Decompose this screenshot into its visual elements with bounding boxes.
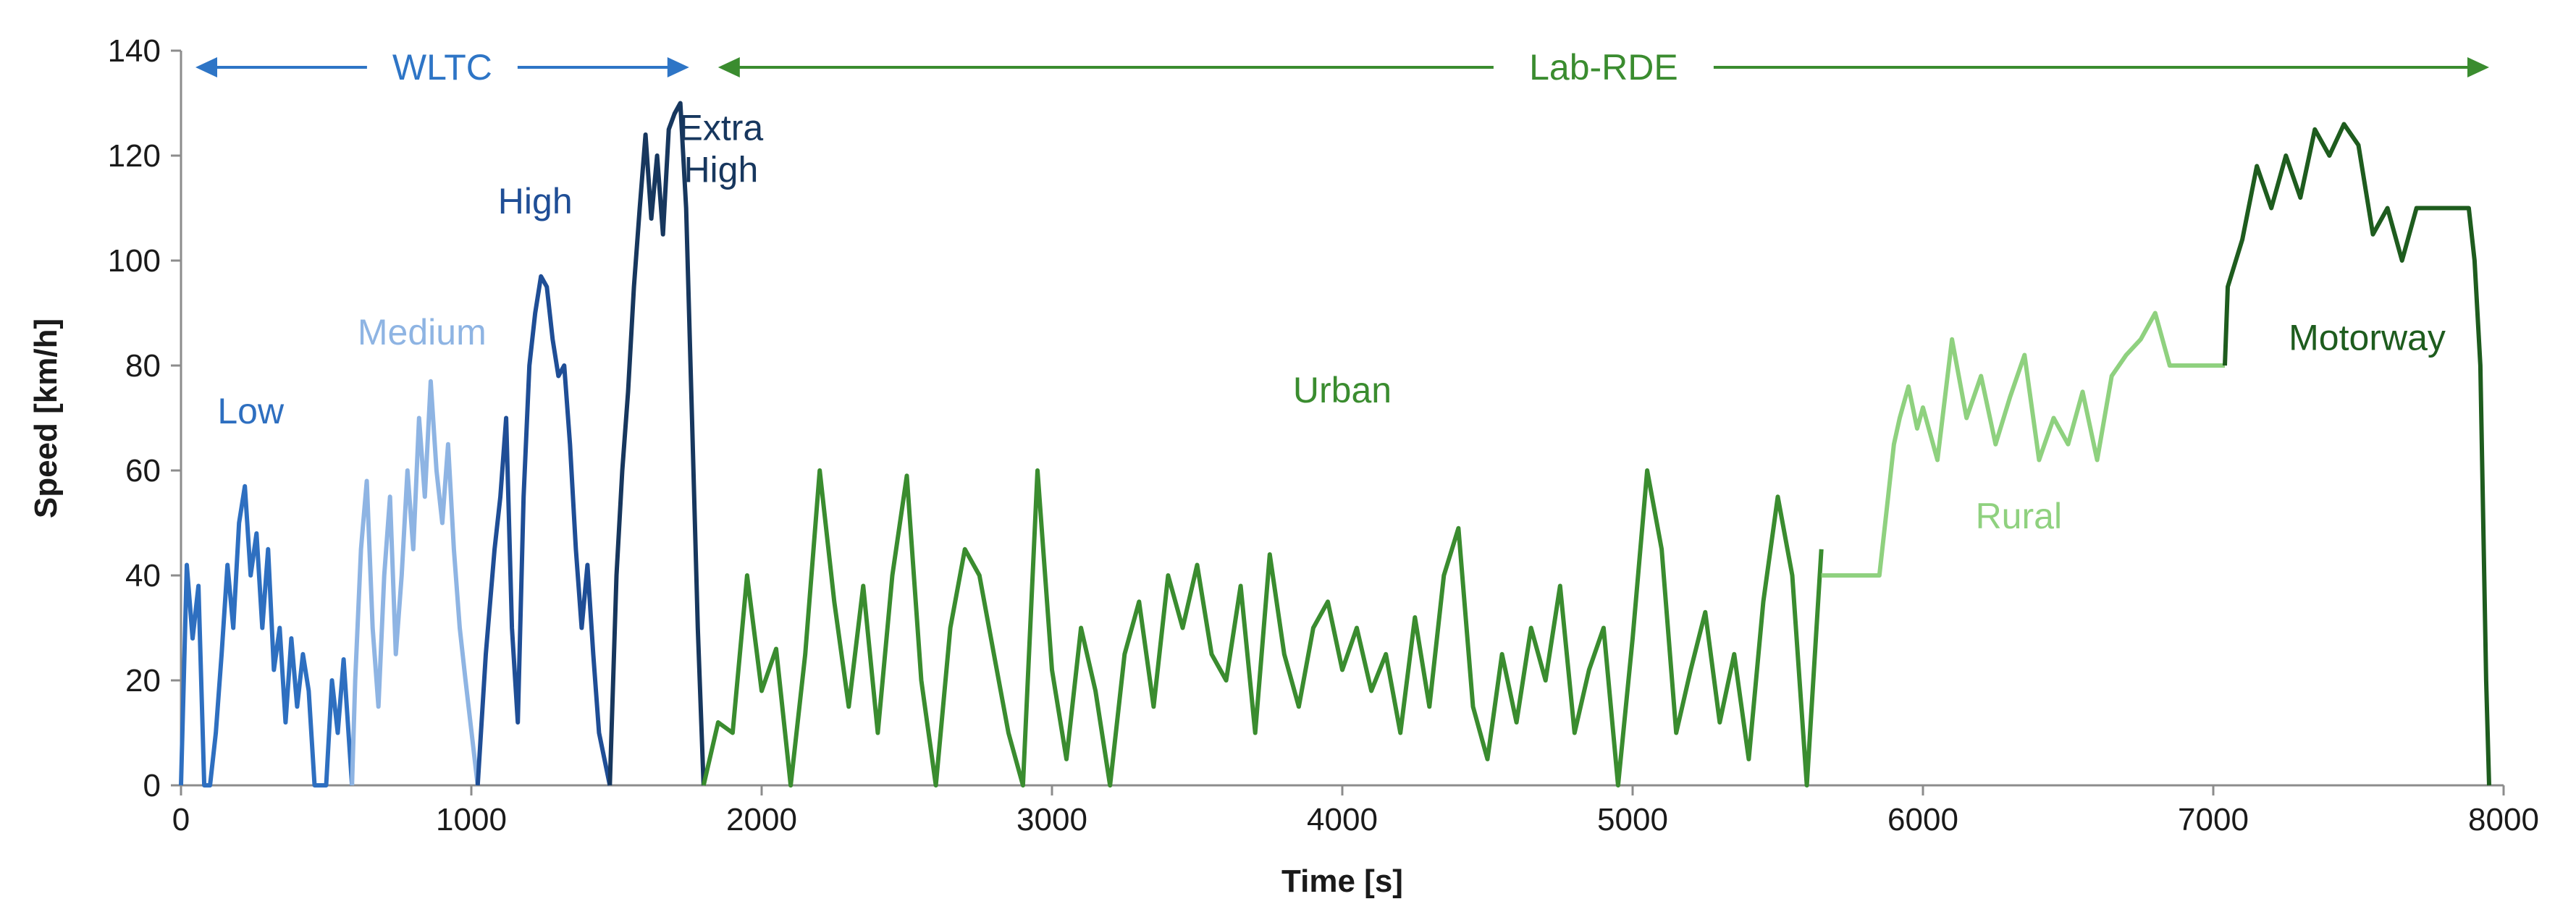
x-tick-label: 8000 [2468,802,2539,837]
y-axis-ticks: 0 20 40 60 80 100 120 140 [108,33,181,803]
phase-label-line: High [683,149,758,190]
y-tick-label: 100 [108,243,161,279]
series-line-rural [1821,311,2225,578]
x-axis-title: Time [s] [1281,864,1403,899]
phase-label-urban: Urban [1293,370,1392,410]
y-tick-label: 0 [143,768,161,803]
series-line-medium [350,379,480,786]
x-axis-ticks: 0 1000 2000 3000 4000 5000 6000 7000 8000 [172,785,2539,837]
phase-label-line: Motorway [2289,317,2446,358]
series-line-low [179,484,355,788]
x-tick-label: 5000 [1597,802,1668,837]
arrowhead-left-icon [195,57,217,77]
phase-label-line: Medium [358,312,487,352]
phase-label-rural: Rural [1976,496,2062,536]
phase-label-low: Low [217,391,285,431]
y-tick-label: 120 [108,138,161,174]
cycle-label-wltc: WLTC [392,47,492,88]
phase-label-high: High [498,181,573,221]
series-line-motorway [2223,122,2491,786]
phase-label-motorway: Motorway [2289,317,2446,358]
x-tick-label: 1000 [436,802,507,837]
y-tick-label: 80 [125,348,161,384]
y-tick-label: 60 [125,453,161,489]
phase-label-line: Low [217,391,285,431]
y-tick-label: 140 [108,33,161,69]
series-line-urban [701,468,1824,788]
phase-label-medium: Medium [358,312,487,352]
x-tick-label: 7000 [2178,802,2249,837]
x-tick-label: 0 [172,802,190,837]
series-line-extra-high [607,101,706,786]
series-lines [179,101,2491,788]
arrowhead-left-icon [717,57,740,77]
phase-label-line: Rural [1976,496,2062,536]
x-tick-label: 2000 [726,802,797,837]
phase-label-extra-high: Extra High [679,107,764,190]
series-line-high [475,274,613,786]
y-axis-title: Speed [km/h] [28,318,64,518]
phase-label-line: High [498,181,573,221]
cycle-label-lab-rde: Lab-RDE [1529,47,1678,88]
phase-label-line: Urban [1293,370,1392,410]
arrowhead-right-icon [2467,57,2489,77]
axes-frame [180,51,2504,787]
y-tick-label: 40 [125,558,161,594]
x-tick-label: 4000 [1307,802,1378,837]
arrowhead-right-icon [667,57,689,77]
x-tick-label: 6000 [1887,802,1958,837]
cycle-span-annotations: WLTC Lab-RDE [195,47,2489,88]
x-tick-label: 3000 [1016,802,1087,837]
y-tick-label: 20 [125,663,161,698]
phase-label-line: Extra [679,107,764,148]
